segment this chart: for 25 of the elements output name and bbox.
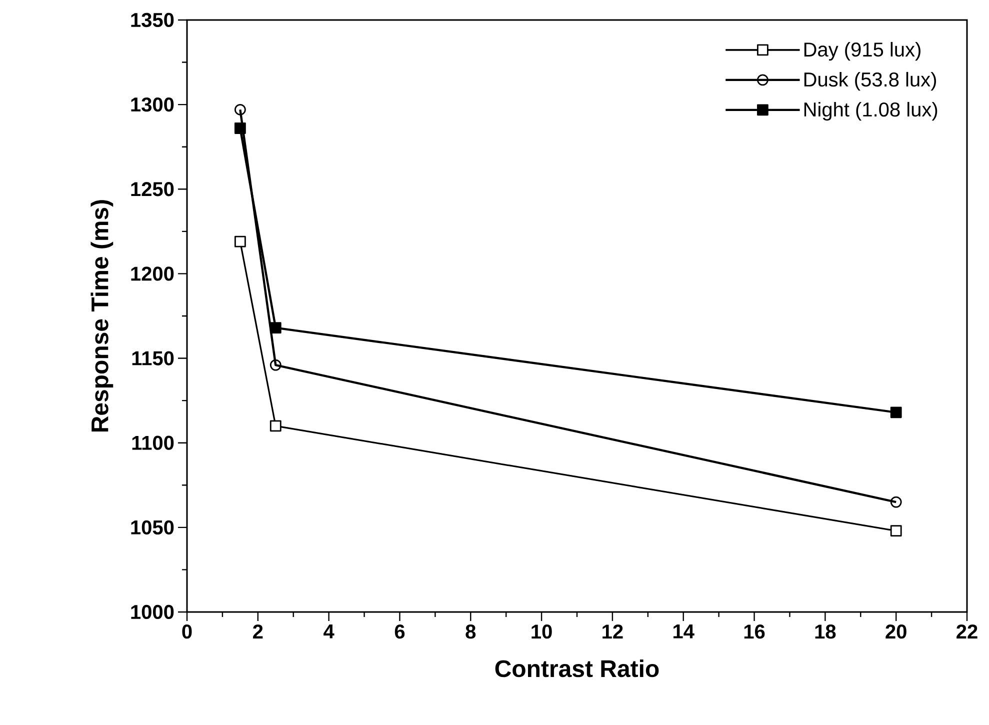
- y-tick-label: 1300: [131, 97, 174, 112]
- y-tick-label: 1150: [132, 351, 174, 366]
- legend-label: Night (1.08 lux): [804, 102, 938, 121]
- x-tick-label: 0: [182, 624, 192, 639]
- y-tick-label: 1100: [132, 436, 174, 450]
- y-tick-label: 1000: [131, 604, 174, 620]
- x-tick-label: 14: [673, 624, 694, 638]
- x-tick-label: 6: [394, 624, 405, 639]
- x-axis-title: Contrast Ratio: [495, 660, 659, 678]
- x-tick-label: 10: [532, 624, 552, 639]
- legend-label: Dusk (53.8 lux): [804, 72, 936, 91]
- x-tick-label: 16: [744, 624, 765, 639]
- y-tick-label: 1200: [131, 266, 174, 281]
- x-tick-label: 4: [324, 624, 334, 638]
- x-tick-label: 12: [602, 624, 623, 638]
- x-tick-label: 2: [253, 624, 263, 638]
- y-axis-title: Response Time (ms): [90, 200, 114, 432]
- y-tick-label: 1350: [131, 12, 174, 28]
- x-tick-label: 20: [886, 624, 906, 639]
- y-tick-label: 1250: [131, 182, 174, 196]
- y-tick-label: 1050: [131, 520, 174, 534]
- legend-label: Day (915 lux): [804, 42, 920, 61]
- x-tick-label: 8: [466, 624, 476, 639]
- x-tick-label: 22: [956, 624, 978, 638]
- x-tick-label: 18: [815, 624, 836, 639]
